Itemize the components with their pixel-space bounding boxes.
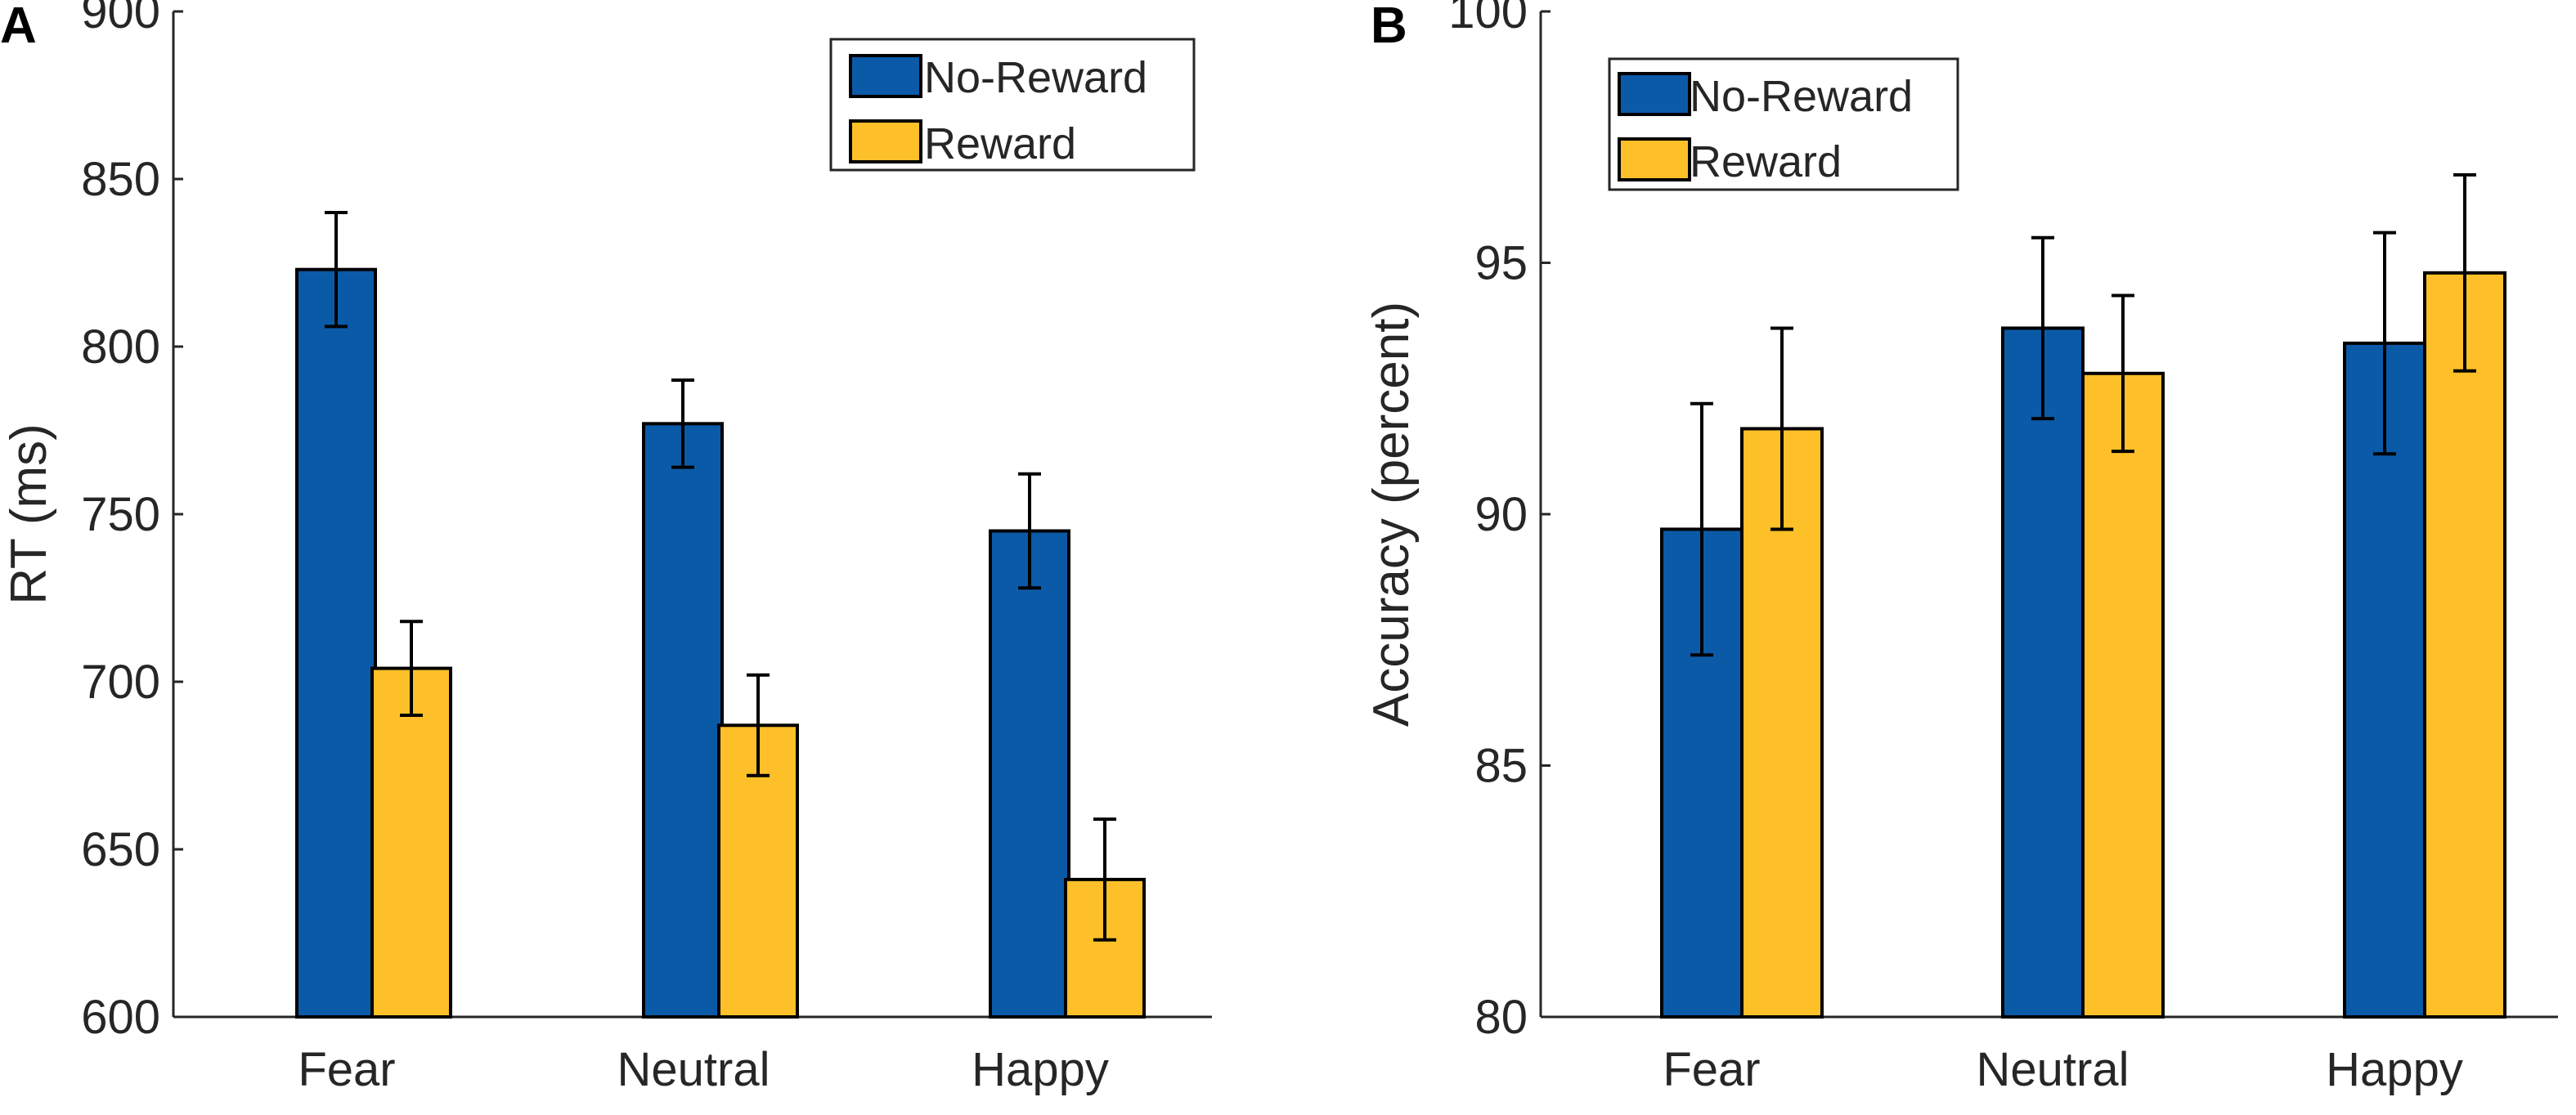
- panel-a-y-tick-label: 800: [81, 320, 160, 374]
- panel-a-legend-swatch-reward: [849, 119, 922, 163]
- panel-b-bar-reward-happy: [2423, 271, 2506, 1019]
- panel-a-category-label: Happy: [972, 1043, 1109, 1096]
- panel-a-category-label: Neutral: [617, 1043, 770, 1096]
- panel-b-legend: No-Reward Reward: [1608, 57, 1959, 191]
- panel-a-y-tick-label: 600: [81, 991, 160, 1044]
- panel-a-bar-reward-fear: [370, 666, 452, 1019]
- panel-a-legend-label-no-reward: No-Reward: [924, 53, 1147, 102]
- panel-a-bar-no-reward-fear: [295, 267, 377, 1019]
- panel-a-category-label: Fear: [298, 1043, 395, 1096]
- panel-a-y-tick-label: 850: [81, 153, 160, 206]
- panel-b-y-tick-label: 85: [1474, 740, 1528, 793]
- panel-b-y-axis-title: Accuracy (percent): [1363, 302, 1420, 727]
- panel-a-y-axis-title: RT (ms): [1, 423, 57, 605]
- panel-b: B 80 85 90 95 100 Fear Neutral Happy Accuracy …: [1363, 0, 2558, 1096]
- panel-b-legend-swatch-no-reward: [1618, 72, 1691, 116]
- panel-a-y-tick-label: 900: [81, 0, 160, 38]
- panel-b-category-label: Neutral: [1977, 1043, 2129, 1096]
- panel-a-legend-swatch-no-reward: [849, 54, 922, 98]
- panel-a-y-tick-label: 650: [81, 823, 160, 876]
- panel-b-bar-no-reward-happy: [2343, 341, 2426, 1019]
- panel-a-y-tick-label: 750: [81, 488, 160, 541]
- panel-b-y-tick-label: 90: [1474, 488, 1528, 541]
- panel-b-y-tick-label: 95: [1474, 237, 1528, 290]
- panel-a-bar-no-reward-happy: [989, 529, 1070, 1019]
- panel-b-legend-swatch-reward: [1618, 137, 1691, 181]
- panel-a-y-tick-label: 700: [81, 656, 160, 709]
- panel-a-letter: A: [0, 0, 37, 54]
- panel-b-legend-label-reward: Reward: [1690, 137, 1842, 186]
- panel-b-letter: B: [1371, 0, 1407, 54]
- panel-a-bar-no-reward-neutral: [642, 422, 724, 1019]
- panel-b-category-label: Fear: [1663, 1043, 1760, 1096]
- panel-b-category-label: Happy: [2326, 1043, 2463, 1096]
- panel-b-legend-label-no-reward: No-Reward: [1690, 72, 1913, 121]
- panel-a: A 600 650 700 750 800 850 900 Fear Neutral Happy…: [0, 0, 1212, 1096]
- panel-a-legend-label-reward: Reward: [924, 119, 1076, 168]
- panel-b-bar-no-reward-neutral: [2001, 326, 2085, 1019]
- panel-b-bar-reward-neutral: [2081, 371, 2165, 1019]
- panel-b-y-tick-label: 100: [1448, 0, 1528, 38]
- panel-b-y-tick-label: 80: [1474, 991, 1528, 1044]
- panel-a-legend: No-Reward Reward: [829, 38, 1196, 172]
